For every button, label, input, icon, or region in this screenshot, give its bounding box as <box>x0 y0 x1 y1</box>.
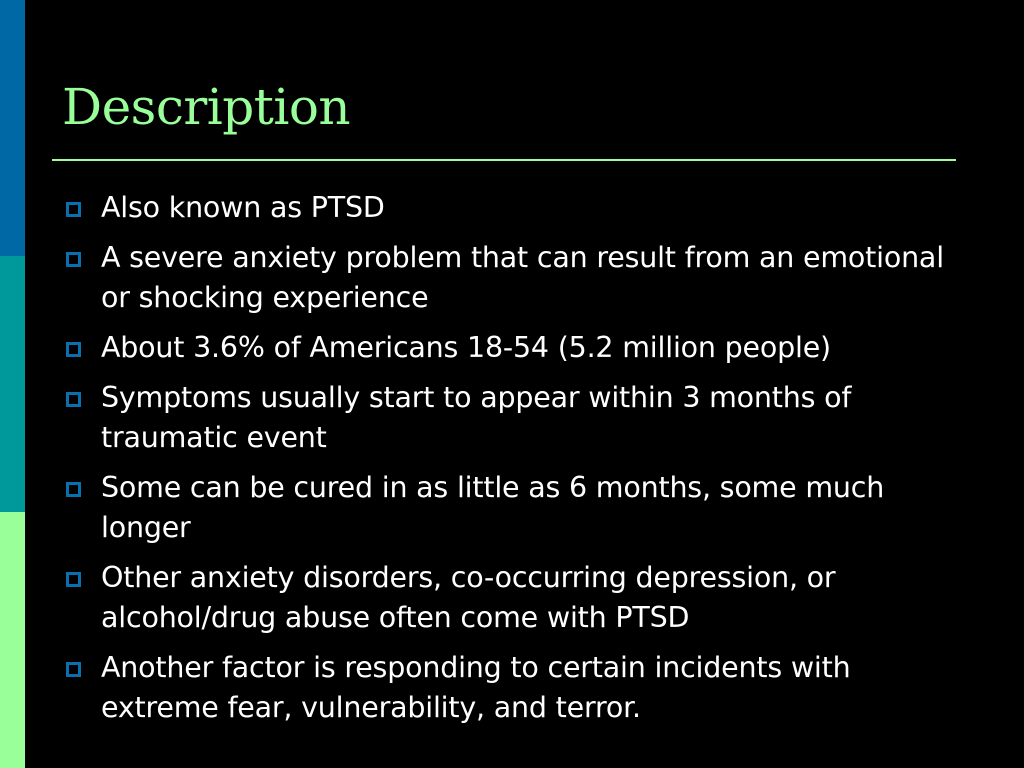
square-bullet-icon <box>66 342 81 357</box>
bullet-text: Some can be cured in as little as 6 mont… <box>101 471 885 544</box>
square-bullet-icon <box>66 252 81 267</box>
bullet-item: Symptoms usually start to appear within … <box>62 378 962 458</box>
slide-title: Description <box>62 78 351 136</box>
bullet-text: Another factor is responding to certain … <box>101 651 851 724</box>
title-divider <box>52 159 956 161</box>
bullet-item: Also known as PTSD <box>62 188 962 228</box>
square-bullet-icon <box>66 482 81 497</box>
accent-bar-top <box>0 0 25 256</box>
bullet-item: Other anxiety disorders, co-occurring de… <box>62 558 962 638</box>
bullet-item: A severe anxiety problem that can result… <box>62 238 962 318</box>
bullet-item: Some can be cured in as little as 6 mont… <box>62 468 962 548</box>
bullet-text: Symptoms usually start to appear within … <box>101 381 852 454</box>
square-bullet-icon <box>66 572 81 587</box>
square-bullet-icon <box>66 662 81 677</box>
bullet-item: About 3.6% of Americans 18-54 (5.2 milli… <box>62 328 962 368</box>
bullet-list: Also known as PTSD A severe anxiety prob… <box>62 188 962 738</box>
bullet-text: Other anxiety disorders, co-occurring de… <box>101 561 836 634</box>
bullet-text: Also known as PTSD <box>101 191 385 224</box>
accent-bar-middle <box>0 256 25 512</box>
square-bullet-icon <box>66 392 81 407</box>
bullet-text: About 3.6% of Americans 18-54 (5.2 milli… <box>101 331 831 364</box>
square-bullet-icon <box>66 202 81 217</box>
bullet-item: Another factor is responding to certain … <box>62 648 962 728</box>
accent-bar-bottom <box>0 512 25 768</box>
bullet-text: A severe anxiety problem that can result… <box>101 241 944 314</box>
